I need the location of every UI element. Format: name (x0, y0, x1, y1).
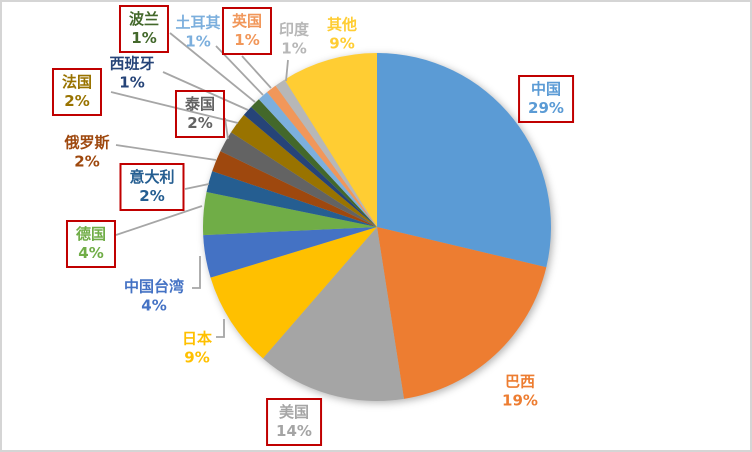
pie-slices-group (202, 52, 552, 401)
pie-slice-russia (212, 151, 377, 227)
pie-label-name-poland: 波兰 (128, 10, 160, 28)
pie-label-china: 中国 29% (518, 75, 574, 123)
pie-label-value-usa: 14% (276, 422, 312, 440)
pie-slice-uk (267, 85, 377, 227)
pie-label-name-italy: 意大利 (129, 168, 175, 186)
pie-label-usa: 美国 14% (266, 398, 322, 446)
pie-label-italy: 意大利 2% (119, 163, 185, 211)
pie-slice-thailand (220, 132, 377, 227)
pie-label-name-spain: 西班牙 (109, 54, 155, 73)
pie-label-name-japan: 日本 (181, 329, 213, 348)
pie-label-name-turkey: 土耳其 (175, 13, 221, 32)
leader-line-italy (184, 183, 210, 190)
pie-slice-poland (251, 99, 377, 227)
pie-label-value-brazil: 19% (502, 391, 538, 410)
pie-label-value-thailand: 2% (187, 114, 213, 132)
pie-label-name-others: 其他 (326, 15, 358, 34)
pie-label-name-germany: 德国 (75, 225, 107, 243)
pie-label-value-uk: 1% (234, 31, 260, 49)
pie-label-turkey: 土耳其 1% (175, 14, 220, 51)
leader-lines-group (110, 32, 289, 338)
pie-label-value-poland: 1% (131, 29, 157, 47)
pie-label-name-france: 法国 (61, 73, 93, 91)
pie-label-value-japan: 9% (184, 348, 210, 367)
leader-line-poland (169, 32, 256, 103)
pie-label-name-uk: 英国 (231, 12, 263, 30)
pie-label-value-turkey: 1% (185, 32, 211, 51)
leader-line-russia (115, 144, 217, 161)
pie-label-others: 其他 9% (327, 16, 357, 53)
leader-line-france (110, 91, 239, 124)
pie-slice-japan (210, 227, 377, 359)
pie-label-germany: 德国 4% (65, 220, 117, 268)
pie-label-value-spain: 1% (119, 73, 145, 92)
pie-slice-italy (206, 171, 377, 227)
pie-label-uk: 英国 1% (221, 7, 273, 55)
pie-label-spain: 西班牙 1% (109, 55, 154, 92)
pie-slice-usa (262, 227, 404, 401)
pie-label-name-brazil: 巴西 (504, 372, 535, 391)
pie-label-value-others: 9% (329, 34, 355, 53)
leader-line-japan (216, 319, 225, 338)
pie-label-poland: 波兰 1% (118, 5, 170, 53)
pie-label-name-india: 印度 (278, 20, 310, 39)
pie-label-japan: 日本 9% (182, 330, 212, 367)
pie-slice-china (377, 52, 552, 268)
pie-label-thailand: 泰国 2% (174, 90, 226, 138)
pie-slice-others (284, 53, 377, 227)
pie-slice-germany (202, 192, 377, 236)
pie-slice-india (275, 79, 377, 227)
pie-slice-brazil (377, 227, 547, 399)
leader-line-taiwan (192, 256, 201, 289)
pie-slice-turkey (258, 92, 377, 227)
pie-label-france: 法国 2% (51, 68, 103, 116)
pie-label-name-russia: 俄罗斯 (64, 133, 110, 152)
pie-label-value-france: 2% (64, 92, 90, 110)
pie-label-russia: 俄罗斯 2% (64, 134, 109, 171)
leader-line-thailand (224, 117, 229, 140)
pie-slice-spain (243, 106, 377, 227)
pie-label-name-thailand: 泰国 (184, 95, 216, 113)
pie-label-india: 印度 1% (279, 21, 309, 58)
pie-label-value-china: 29% (528, 99, 564, 117)
leader-line-uk (241, 55, 272, 89)
pie-label-name-taiwan: 中国台湾 (123, 277, 185, 296)
pie-label-value-taiwan: 4% (141, 296, 167, 315)
pie-label-brazil: 巴西 19% (502, 373, 538, 410)
pie-slice-france (231, 114, 377, 227)
pie-label-value-india: 1% (281, 39, 307, 58)
pie-label-value-germany: 4% (78, 244, 104, 262)
leader-line-india (285, 59, 289, 82)
pie-slice-taiwan (203, 227, 377, 278)
pie-label-value-italy: 2% (139, 187, 165, 205)
pie-label-taiwan: 中国台湾 4% (124, 278, 184, 315)
pie-label-value-russia: 2% (74, 152, 100, 171)
leader-line-germany (115, 205, 203, 236)
pie-label-name-usa: 美国 (278, 403, 309, 421)
pie-label-name-china: 中国 (530, 80, 561, 98)
